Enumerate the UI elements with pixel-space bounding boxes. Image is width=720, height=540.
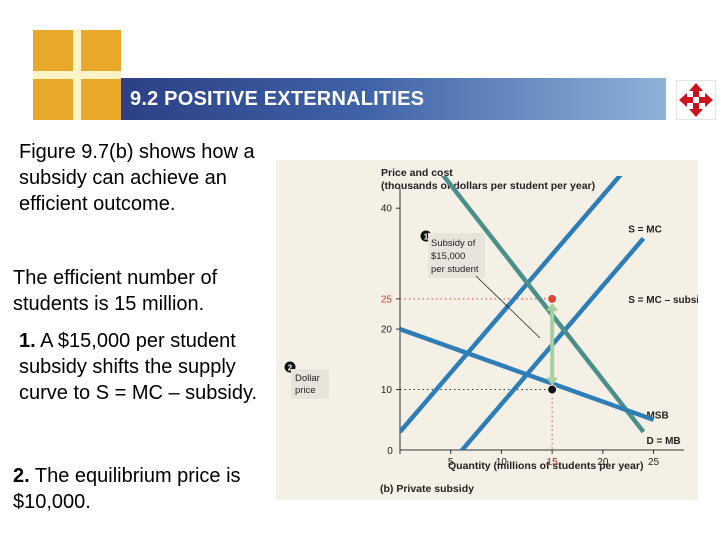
subsidy-chart: Price and cost (thousands of dollars per… — [276, 160, 698, 500]
four-arrows-nav-icon[interactable] — [676, 80, 716, 120]
annotation-2-number: 2 — [288, 364, 293, 373]
step-2-text: The equilibrium price is $10,000. — [13, 465, 241, 513]
annotation-1-line1: Subsidy of — [431, 238, 476, 249]
step-2: 2. The equilibrium price is $10,000. — [13, 463, 275, 515]
x-tick-label: 20 — [597, 457, 609, 468]
annotation-2-line2: price — [295, 385, 316, 396]
x-tick-label: 15 — [547, 457, 559, 468]
curve-label-d-mb: D = MB — [646, 436, 680, 447]
step-2-number: 2. — [13, 465, 30, 487]
step-1: 1. A $15,000 per student subsidy shifts … — [19, 328, 269, 406]
x-tick-label: 0 — [387, 446, 393, 457]
x-axis-label: Quantity (millions of students per year) — [448, 460, 643, 472]
y-axis-label-line2: (thousands of dollars per student per ye… — [381, 180, 595, 192]
step-1-number: 1. — [19, 330, 36, 352]
curve-s-mc — [400, 176, 623, 434]
efficient-point — [547, 293, 558, 304]
y-axis-label-line1: Price and cost — [381, 167, 453, 179]
step-1-text: A $15,000 per student subsidy shifts the… — [19, 330, 258, 404]
annotation-1-number: 1 — [424, 233, 429, 242]
annotation-1-line2: $15,000 — [431, 251, 465, 262]
slide-title: 9.2 POSITIVE EXTERNALITIES — [130, 88, 425, 110]
y-tick-label: 25 — [381, 294, 393, 305]
subsidy-arrow-head-up — [546, 302, 559, 311]
curve-msb — [440, 176, 646, 434]
curve-label-s-mc-subsidy: S = MC – subsidy — [628, 295, 698, 306]
chart-caption: (b) Private subsidy — [380, 483, 474, 495]
annotation-1-box — [428, 233, 485, 278]
y-tick-label: 20 — [381, 325, 393, 336]
curve-label-msb: MSB — [646, 411, 668, 422]
curve-s-mc-subsidy — [459, 236, 646, 450]
price-point — [547, 384, 558, 395]
window-grid-logo-icon — [33, 30, 121, 120]
y-tick-label: 10 — [381, 385, 393, 396]
x-tick-label: 10 — [496, 457, 508, 468]
subsidy-arrow-head-down — [546, 377, 559, 386]
curve-d-mb — [400, 326, 655, 422]
y-tick-label: 40 — [381, 204, 393, 215]
title-bar — [121, 78, 666, 120]
annotation-2-box — [291, 369, 329, 399]
annotation-1-leader — [475, 275, 541, 339]
annotation-1-line3: per student — [431, 264, 479, 275]
curve-label-s-mc: S = MC — [628, 224, 662, 235]
paragraph-efficient-number: The efficient number of students is 15 m… — [13, 267, 218, 315]
paragraph-figure-intro: Figure 9.7(b) shows how a subsidy can ac… — [19, 141, 255, 215]
x-tick-label-efficient: 15 — [547, 457, 559, 468]
x-tick-label: 5 — [448, 457, 454, 468]
x-tick-label: 25 — [648, 457, 660, 468]
annotation-2-line1: Dollar — [295, 373, 320, 384]
